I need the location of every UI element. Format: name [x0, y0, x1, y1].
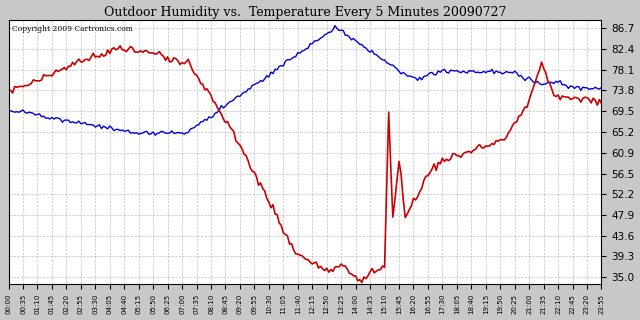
Title: Outdoor Humidity vs.  Temperature Every 5 Minutes 20090727: Outdoor Humidity vs. Temperature Every 5…	[104, 5, 506, 19]
Text: Copyright 2009 Cartronics.com: Copyright 2009 Cartronics.com	[12, 25, 132, 33]
